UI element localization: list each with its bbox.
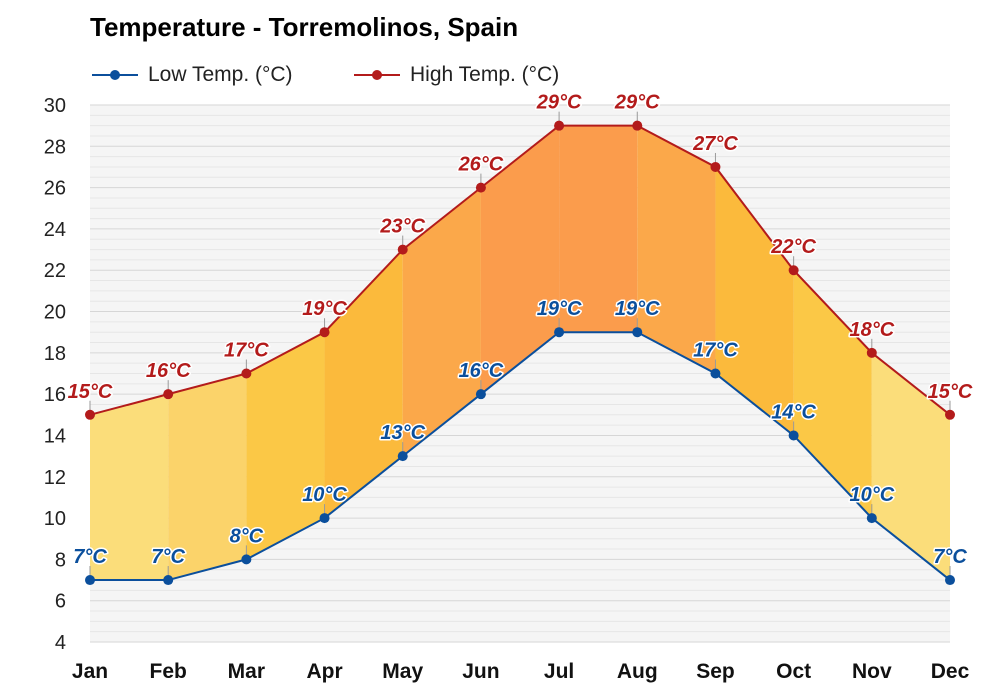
temp-band-may: [402, 187, 481, 457]
data-label-low: 10°C: [849, 484, 894, 506]
chart-title: Temperature - Torremolinos, Spain: [90, 12, 519, 42]
data-label-low: 7°C: [151, 546, 185, 568]
data-point-low[interactable]: [241, 554, 252, 565]
temp-band-jul: [559, 125, 638, 333]
x-tick-label-nov: Nov: [852, 660, 892, 683]
x-tick-label-may: May: [382, 660, 423, 683]
legend-item-low[interactable]: Low Temp. (°C): [90, 60, 293, 90]
data-point-high[interactable]: [788, 265, 799, 276]
data-point-high[interactable]: [710, 161, 721, 172]
y-tick-label: 26: [44, 178, 66, 200]
x-tick-label-jan: Jan: [72, 660, 108, 683]
data-point-low[interactable]: [788, 430, 799, 441]
x-tick-label-apr: Apr: [306, 660, 342, 683]
data-point-low[interactable]: [163, 575, 174, 586]
temp-band-jan: [90, 394, 169, 581]
legend-item-high[interactable]: High Temp. (°C): [352, 60, 559, 90]
temp-band-feb: [168, 373, 247, 581]
data-label-high: 19°C: [302, 298, 347, 320]
legend-label-high: High Temp. (°C): [410, 63, 560, 86]
data-label-high: 18°C: [849, 319, 894, 341]
data-point-low[interactable]: [397, 451, 408, 462]
data-label-high: 15°C: [928, 381, 973, 403]
data-point-low[interactable]: [945, 575, 955, 586]
y-tick-label: 28: [44, 136, 66, 158]
temp-band-mar: [246, 332, 325, 560]
x-tick-label-feb: Feb: [150, 660, 187, 683]
y-tick-label: 12: [44, 467, 66, 489]
data-point-low[interactable]: [85, 575, 95, 586]
data-label-high: 16°C: [146, 360, 191, 382]
data-label-high: 29°C: [536, 92, 582, 114]
data-point-low[interactable]: [319, 513, 330, 524]
temp-band-aug: [637, 125, 716, 374]
data-label-low: 10°C: [302, 484, 347, 506]
data-label-low: 7°C: [933, 546, 967, 568]
data-label-low: 17°C: [693, 340, 738, 362]
legend-line-low-icon: [92, 70, 138, 80]
x-tick-label-aug: Aug: [617, 660, 658, 683]
data-point-high[interactable]: [475, 182, 486, 193]
y-tick-label: 16: [44, 384, 66, 406]
y-tick-label: 8: [55, 549, 66, 571]
y-tick-label: 24: [44, 219, 66, 241]
legend-label-low: Low Temp. (°C): [148, 63, 293, 86]
x-tick-label-sep: Sep: [696, 660, 735, 683]
y-tick-label: 30: [44, 95, 66, 117]
data-label-high: 29°C: [614, 92, 660, 114]
data-point-low[interactable]: [554, 327, 565, 338]
y-tick-label: 10: [44, 508, 66, 530]
data-point-high[interactable]: [397, 244, 408, 255]
series-line-high: [89, 124, 951, 416]
data-point-high[interactable]: [866, 347, 877, 358]
data-label-high: 27°C: [692, 133, 738, 155]
temp-band-jun: [480, 125, 560, 395]
data-label-low: 7°C: [73, 546, 107, 568]
x-tick-label-dec: Dec: [931, 660, 970, 683]
y-tick-label: 14: [44, 425, 66, 447]
data-point-low[interactable]: [632, 327, 643, 338]
data-point-high[interactable]: [554, 120, 565, 131]
data-label-low: 19°C: [537, 298, 582, 320]
x-tick-label-mar: Mar: [228, 660, 265, 683]
data-point-high[interactable]: [241, 368, 252, 379]
data-label-high: 22°C: [770, 236, 816, 258]
data-label-low: 14°C: [771, 401, 816, 423]
y-tick-label: 20: [44, 302, 66, 324]
y-tick-label: 6: [55, 591, 66, 613]
data-point-high[interactable]: [945, 409, 955, 420]
x-tick-label-oct: Oct: [776, 660, 811, 683]
data-point-low[interactable]: [866, 513, 877, 524]
data-point-low[interactable]: [475, 389, 486, 400]
x-tick-label-jun: Jun: [462, 660, 499, 683]
data-label-low: 8°C: [230, 525, 264, 547]
series-line-low: [90, 331, 951, 582]
temp-band-sep: [715, 166, 794, 436]
data-label-low: 13°C: [380, 422, 425, 444]
data-point-high[interactable]: [85, 409, 95, 420]
legend-line-high-icon: [354, 70, 400, 80]
data-label-high: 23°C: [379, 216, 425, 238]
temp-band-apr: [324, 249, 403, 519]
y-tick-label: 18: [44, 343, 66, 365]
y-tick-label: 22: [44, 260, 66, 282]
temp-band-nov: [871, 352, 950, 581]
data-label-low: 16°C: [459, 360, 504, 382]
data-label-high: 26°C: [458, 154, 504, 176]
data-point-high[interactable]: [163, 389, 174, 400]
y-tick-label: 4: [55, 632, 66, 654]
data-point-high[interactable]: [632, 120, 643, 131]
data-label-high: 15°C: [68, 381, 113, 403]
data-label-high: 17°C: [224, 340, 269, 362]
data-point-low[interactable]: [710, 368, 721, 379]
data-label-low: 19°C: [615, 298, 660, 320]
x-tick-label-jul: Jul: [544, 660, 574, 683]
data-point-high[interactable]: [319, 327, 330, 338]
